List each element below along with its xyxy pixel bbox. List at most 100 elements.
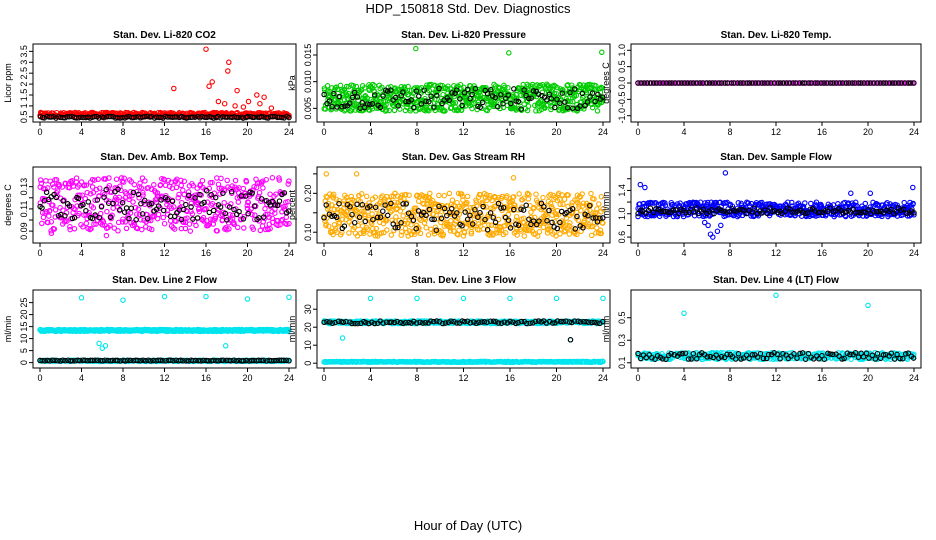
y-tick-label: 0.6 <box>617 231 627 244</box>
y-tick-label: 0.005 <box>303 97 313 120</box>
y-tick-label: -1.0 <box>617 108 627 124</box>
data-point <box>484 107 491 114</box>
data-point <box>234 224 241 231</box>
data-point <box>337 82 344 89</box>
panel-title: Stan. Dev. Gas Stream RH <box>402 152 525 163</box>
data-point <box>39 220 45 227</box>
x-tick-label: 4 <box>79 373 84 383</box>
panel-title: Stan. Dev. Line 3 Flow <box>411 275 516 286</box>
x-tick-label: 8 <box>414 373 419 383</box>
data-point <box>286 294 292 301</box>
data-point <box>215 98 222 105</box>
x-tick-label: 16 <box>505 373 515 383</box>
data-point <box>436 192 442 199</box>
data-point <box>251 114 258 120</box>
data-point <box>510 175 517 181</box>
x-tick-label: 0 <box>37 127 42 137</box>
data-point <box>83 220 90 227</box>
data-point <box>323 171 330 177</box>
y-tick-label: 0.0 <box>617 77 627 90</box>
y-tick-label: 0.5 <box>617 60 627 73</box>
data-point <box>557 231 563 237</box>
data-point <box>426 87 433 94</box>
panel-title: Stan. Dev. Li-820 Pressure <box>401 30 526 41</box>
data-point <box>262 206 268 212</box>
y-tick-label: 1.5 <box>19 89 29 102</box>
data-point <box>115 228 121 234</box>
x-tick-label: 0 <box>321 127 326 137</box>
data-point <box>343 83 350 90</box>
x-tick-label: 20 <box>242 127 252 137</box>
x-tick-label: 20 <box>863 248 873 258</box>
data-point <box>440 91 446 98</box>
data-point <box>210 207 217 214</box>
data-point <box>363 193 370 200</box>
y-tick-label: 0.5 <box>19 111 29 124</box>
panel-5: Stan. Dev. Gas Stream RH0 4 8 12 16 20 240.100… <box>287 152 611 258</box>
data-point <box>382 108 389 114</box>
x-tick-label: 16 <box>817 127 827 137</box>
series-1 <box>37 175 292 239</box>
x-tick-label: 20 <box>863 127 873 137</box>
data-point <box>268 105 275 111</box>
data-point <box>464 193 471 200</box>
data-point <box>383 107 390 113</box>
data-point <box>67 226 73 233</box>
data-point <box>701 219 708 226</box>
data-point <box>588 190 594 197</box>
panel-4: Stan. Dev. Amb. Box Temp.0 4 8 12 16 20 240.09… <box>3 152 297 258</box>
x-tick-label: 24 <box>284 127 294 137</box>
data-point <box>413 45 419 52</box>
y-axis-label: Licor ppm <box>3 63 13 103</box>
data-point <box>578 207 584 214</box>
page-title: HDP_150818 Std. Dev. Diagnostics <box>365 1 571 16</box>
y-tick-label: 20 <box>19 310 29 320</box>
data-point <box>469 105 475 112</box>
y-tick-label: 20 <box>303 322 313 332</box>
data-point <box>441 192 448 199</box>
data-point <box>642 184 648 191</box>
data-point <box>714 228 721 235</box>
data-point <box>546 207 552 214</box>
series-2 <box>37 113 292 121</box>
y-tick-label: 0 <box>19 360 29 365</box>
data-point <box>448 218 454 224</box>
x-tick-label: 0 <box>635 248 640 258</box>
data-point <box>108 113 114 120</box>
x-tick-label: 12 <box>159 127 169 137</box>
data-point <box>379 84 385 90</box>
data-point <box>384 212 391 219</box>
data-point <box>492 219 499 226</box>
data-point <box>525 103 532 109</box>
data-point <box>426 107 432 114</box>
x-tick-label: 24 <box>284 248 294 258</box>
data-point <box>206 83 212 90</box>
data-point <box>391 107 398 114</box>
data-point <box>377 85 384 92</box>
data-point <box>718 222 724 229</box>
data-point <box>350 97 356 103</box>
data-point <box>224 177 230 184</box>
y-axis-label: degrees C <box>3 184 13 226</box>
data-point <box>506 50 512 56</box>
data-point <box>240 104 247 110</box>
y-tick-label: 0.010 <box>303 70 313 93</box>
x-tick-label: 8 <box>120 373 125 383</box>
y-tick-label: 3 <box>19 60 29 65</box>
data-point <box>561 196 568 203</box>
data-point <box>232 103 238 109</box>
data-point <box>245 98 252 105</box>
panel-title: Stan. Dev. Li-820 CO2 <box>113 30 216 41</box>
data-point <box>234 87 240 94</box>
data-point <box>206 209 213 216</box>
data-point <box>101 114 107 121</box>
y-tick-label: 10 <box>303 340 313 350</box>
data-point <box>222 343 229 349</box>
data-point <box>386 107 392 114</box>
y-tick-label: 1.0 <box>617 44 627 57</box>
x-tick-label: 4 <box>368 373 373 383</box>
data-point <box>257 227 264 234</box>
y-tick-label: 2.5 <box>19 67 29 80</box>
